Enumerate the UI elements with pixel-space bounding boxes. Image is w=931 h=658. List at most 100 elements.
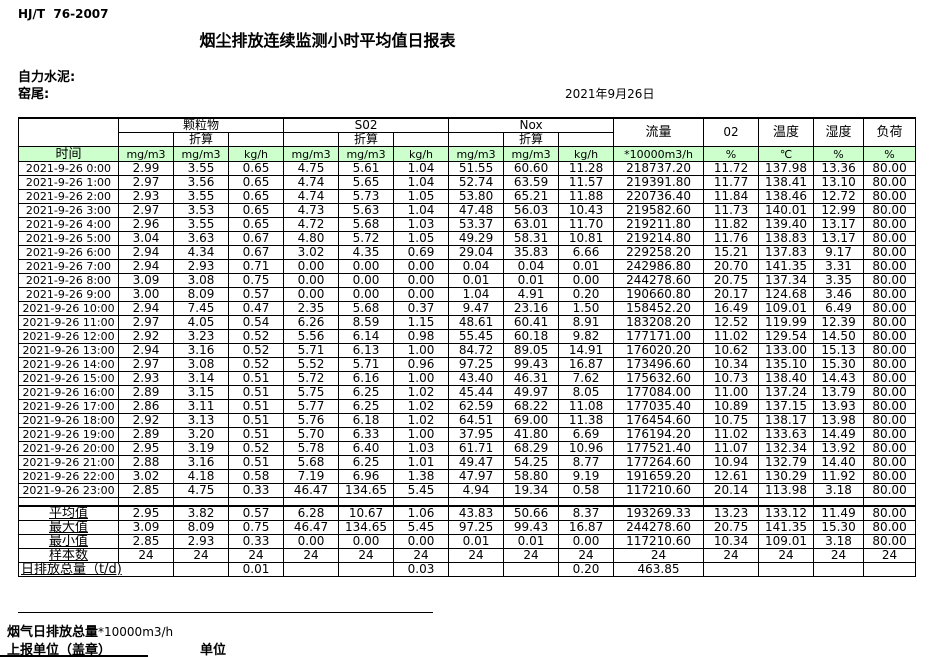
value-cell: 5.72 <box>283 371 340 386</box>
converted-label: 折算 <box>503 132 560 147</box>
value-cell: 220736.40 <box>613 189 705 204</box>
data-row: 2021-9-26 12:00 2.92 3.23 0.52 5.56 6.14 0.98 5… <box>18 329 917 344</box>
time-cell: 2021-9-26 6:00 <box>18 245 119 260</box>
value-cell: 139.40 <box>758 217 815 232</box>
value-cell: 10.75 <box>703 413 760 428</box>
value-cell: 8.77 <box>558 455 615 470</box>
value-cell: 0.54 <box>227 315 285 330</box>
value-cell: 5.77 <box>283 399 340 414</box>
value-cell: 0.65 <box>227 189 285 204</box>
value-cell: 5.76 <box>283 413 340 428</box>
value-cell: 158452.20 <box>613 301 705 316</box>
value-cell: 80.00 <box>863 329 917 344</box>
value-cell: 242986.80 <box>613 259 705 274</box>
value-cell: 46.47 <box>283 519 340 535</box>
value-cell: 20.75 <box>703 273 760 288</box>
value-cell: 6.13 <box>338 343 395 358</box>
value-cell: 80.00 <box>863 441 917 456</box>
value-cell: 0.67 <box>227 231 285 246</box>
value-cell: 5.65 <box>338 175 395 190</box>
value-cell: 5.70 <box>283 427 340 442</box>
value-cell: 1.04 <box>393 161 450 176</box>
value-cell: 3.82 <box>173 504 229 521</box>
value-cell: 13.23 <box>703 504 760 521</box>
value-cell: 6.49 <box>813 301 865 316</box>
value-cell: 190660.80 <box>613 287 705 302</box>
value-cell: 8.91 <box>558 315 615 330</box>
value-cell: 2.95 <box>118 441 174 456</box>
value-cell: 24 <box>613 547 705 563</box>
value-cell: 0.51 <box>227 455 285 470</box>
value-cell: 4.75 <box>283 161 340 176</box>
value-cell: 6.26 <box>283 315 340 330</box>
empty-cell <box>227 132 285 147</box>
value-cell: 3.13 <box>173 413 229 428</box>
value-cell: 1.50 <box>558 301 615 316</box>
time-cell: 2021-9-26 12:00 <box>18 329 119 344</box>
value-cell: 191659.20 <box>613 469 705 484</box>
value-cell: 0.98 <box>393 329 450 344</box>
value-cell: 97.25 <box>448 357 505 372</box>
value-cell: 2.97 <box>118 203 174 218</box>
value-cell: 177035.40 <box>613 399 705 414</box>
value-cell: 3.55 <box>173 189 229 204</box>
value-cell: 0.52 <box>227 441 285 456</box>
unit-cell: % <box>703 146 760 162</box>
value-cell: 2.93 <box>118 189 174 204</box>
value-cell: 1.00 <box>393 343 450 358</box>
value-cell: 6.40 <box>338 441 395 456</box>
value-cell: 176194.20 <box>613 427 705 442</box>
value-cell: 0.01 <box>448 533 505 549</box>
value-cell: 5.56 <box>283 329 340 344</box>
value-cell: 6.25 <box>338 455 395 470</box>
value-cell: 16.87 <box>558 357 615 372</box>
value-cell: 10.94 <box>703 455 760 470</box>
value-cell: 2.89 <box>118 427 174 442</box>
value-cell: 0.00 <box>338 273 395 288</box>
value-cell: 0.51 <box>227 413 285 428</box>
value-cell: 10.43 <box>558 203 615 218</box>
value-cell: 0.57 <box>227 287 285 302</box>
value-cell: 117210.60 <box>613 533 705 549</box>
value-cell: 80.00 <box>863 533 917 549</box>
unit-cell: mg/m3 <box>283 146 340 162</box>
value-cell: 20.14 <box>703 483 760 498</box>
value-cell: 5.63 <box>338 203 395 218</box>
unit-label: 单位 <box>200 643 227 658</box>
value-cell: 80.00 <box>863 455 917 470</box>
value-cell: 11.70 <box>558 217 615 232</box>
value-cell <box>338 561 395 577</box>
data-row: 2021-9-26 18:00 2.92 3.13 0.51 5.76 6.18 1.02 6… <box>18 413 917 428</box>
value-cell: 5.68 <box>338 217 395 232</box>
value-cell <box>758 561 815 577</box>
value-cell: 53.80 <box>448 189 505 204</box>
value-cell: 3.02 <box>118 469 174 484</box>
value-cell: 99.43 <box>503 519 560 535</box>
value-cell: 99.43 <box>503 357 560 372</box>
value-cell: 9.82 <box>558 329 615 344</box>
table-bottom-rule <box>18 612 433 613</box>
value-cell: 138.41 <box>758 175 815 190</box>
value-cell: 68.29 <box>503 441 560 456</box>
value-cell: 130.29 <box>758 469 815 484</box>
value-cell: 0.04 <box>448 259 505 274</box>
value-cell: 11.82 <box>703 217 760 232</box>
value-cell: 119.99 <box>758 315 815 330</box>
value-cell: 109.01 <box>758 533 815 549</box>
value-cell: 133.00 <box>758 343 815 358</box>
value-cell: 0.00 <box>558 273 615 288</box>
value-cell: 4.34 <box>173 245 229 260</box>
empty-cell <box>393 497 450 506</box>
value-cell: 244278.60 <box>613 273 705 288</box>
value-cell: 3.53 <box>173 203 229 218</box>
value-cell: 52.74 <box>448 175 505 190</box>
value-cell: 63.01 <box>503 217 560 232</box>
value-cell: 7.45 <box>173 301 229 316</box>
value-cell: 3.00 <box>118 287 174 302</box>
value-cell: 15.30 <box>813 357 865 372</box>
value-cell: 6.18 <box>338 413 395 428</box>
summary-label: 样本数 <box>18 547 119 563</box>
value-cell: 2.85 <box>118 533 174 549</box>
value-cell: 12.61 <box>703 469 760 484</box>
value-cell: 3.55 <box>173 217 229 232</box>
